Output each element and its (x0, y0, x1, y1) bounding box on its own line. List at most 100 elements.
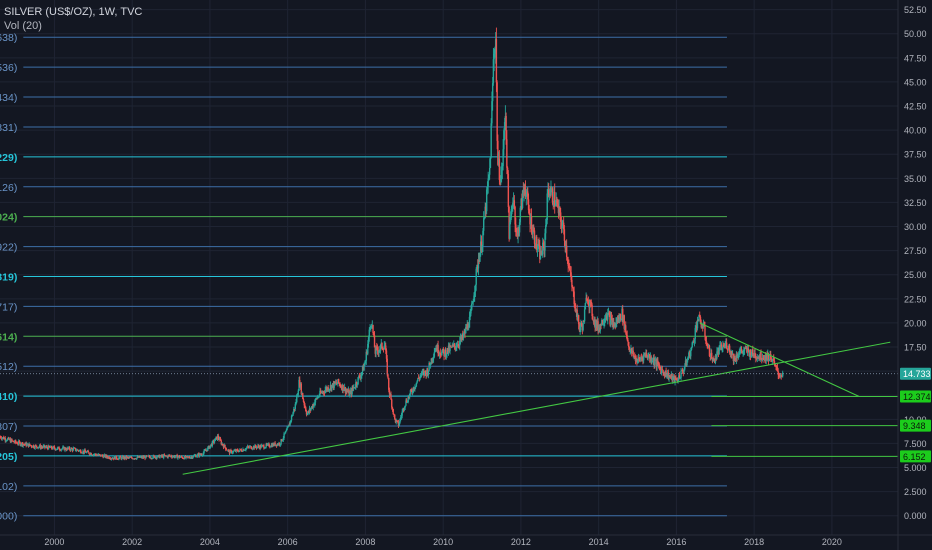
candle-body (730, 351, 732, 355)
candle-body (112, 458, 115, 460)
candle-body (282, 438, 285, 440)
candle-body (497, 140, 499, 165)
volume-label[interactable]: Vol (20) (4, 20, 42, 32)
candle-body (281, 439, 284, 442)
candle-body (157, 455, 159, 458)
candle-body (415, 382, 418, 387)
candle-body (180, 456, 183, 458)
candle-body (598, 328, 600, 331)
candle-body (88, 452, 90, 454)
trendlines[interactable] (0, 322, 898, 475)
candle-body (564, 240, 566, 249)
candle-body (434, 350, 436, 353)
candle-body (490, 123, 492, 158)
candle-body (418, 378, 421, 379)
candle-body (470, 309, 472, 314)
candle-body (271, 444, 273, 447)
candle-body (151, 458, 153, 459)
candle-body (166, 455, 168, 457)
candle-body (505, 115, 507, 140)
trendline[interactable] (182, 341, 891, 475)
candle-body (426, 369, 428, 376)
candle-body (296, 394, 299, 396)
candle-body (660, 369, 663, 374)
candle-body (263, 445, 265, 449)
candle-body (592, 319, 595, 323)
candle-body (186, 456, 188, 458)
x-tick-label: 2018 (744, 537, 764, 547)
candle-body (583, 321, 585, 323)
candle-body (410, 390, 412, 391)
candle-body (157, 455, 160, 456)
candle-body (261, 445, 264, 447)
candle-body (504, 115, 507, 123)
candle-body (696, 319, 699, 329)
candle-body (537, 244, 539, 249)
x-tick-label: 2002 (122, 537, 142, 547)
candle-body (254, 445, 257, 447)
candle-body (502, 149, 504, 167)
candle-body (251, 448, 254, 450)
candle-body (563, 229, 566, 241)
candle-body (14, 440, 16, 443)
candle-body (736, 355, 738, 358)
candle-body (625, 325, 627, 333)
fib-level-label: 0.375(31.024) (0, 212, 17, 224)
fibonacci-retracement[interactable]: 0(49.638) 0.0625(46.536) 0.125(43.434) 0.18… (0, 32, 727, 523)
candle-body (686, 359, 688, 366)
candle-body (149, 457, 151, 459)
target-price-tag (900, 390, 931, 403)
y-tick-label: 50.00 (904, 29, 927, 39)
candle-body (317, 396, 319, 399)
candle-body (589, 301, 592, 302)
candle-body (577, 315, 580, 325)
candle-body (655, 359, 658, 367)
candle-body (94, 453, 97, 455)
candle-body (11, 439, 13, 441)
candle-body (241, 451, 243, 452)
candle-body (196, 454, 199, 457)
candle-body (35, 445, 37, 447)
candle-body (94, 453, 96, 455)
candle-body (253, 446, 255, 449)
candle-body (346, 390, 348, 392)
candle-body (719, 344, 722, 346)
candle-body (646, 356, 649, 359)
candle-body (672, 376, 674, 381)
candle-body (399, 419, 401, 424)
candle-body (654, 359, 657, 361)
candle-body (401, 411, 403, 416)
candle-body (518, 229, 520, 233)
current-price-tag (900, 367, 931, 380)
candle-body (9, 439, 11, 440)
candle-body (687, 356, 690, 359)
candle-body (22, 444, 24, 446)
candle-body (565, 245, 567, 249)
candle-body (103, 454, 106, 456)
candle-body (150, 458, 152, 459)
candle-body (411, 390, 413, 393)
y-tick-label: 32.50 (904, 198, 927, 208)
candle-body (59, 449, 62, 451)
candle-body (460, 336, 462, 340)
candle-body (214, 438, 217, 441)
candle-body (268, 443, 270, 447)
candle-body (185, 456, 187, 458)
candle-body (654, 360, 656, 365)
candle-body (320, 392, 323, 394)
candle-body (332, 383, 335, 388)
candle-body (123, 456, 125, 459)
candle-body (676, 380, 679, 381)
candle-body (678, 375, 681, 379)
candle-body (435, 348, 438, 352)
candle-body (143, 456, 145, 458)
candle-body (338, 382, 341, 384)
trendline[interactable] (699, 322, 860, 397)
target-lines[interactable] (711, 395, 898, 457)
candle-body (545, 220, 548, 226)
candle-body (166, 455, 169, 458)
candle-body (58, 446, 60, 450)
candle-body (637, 357, 640, 362)
candle-body (90, 453, 92, 455)
